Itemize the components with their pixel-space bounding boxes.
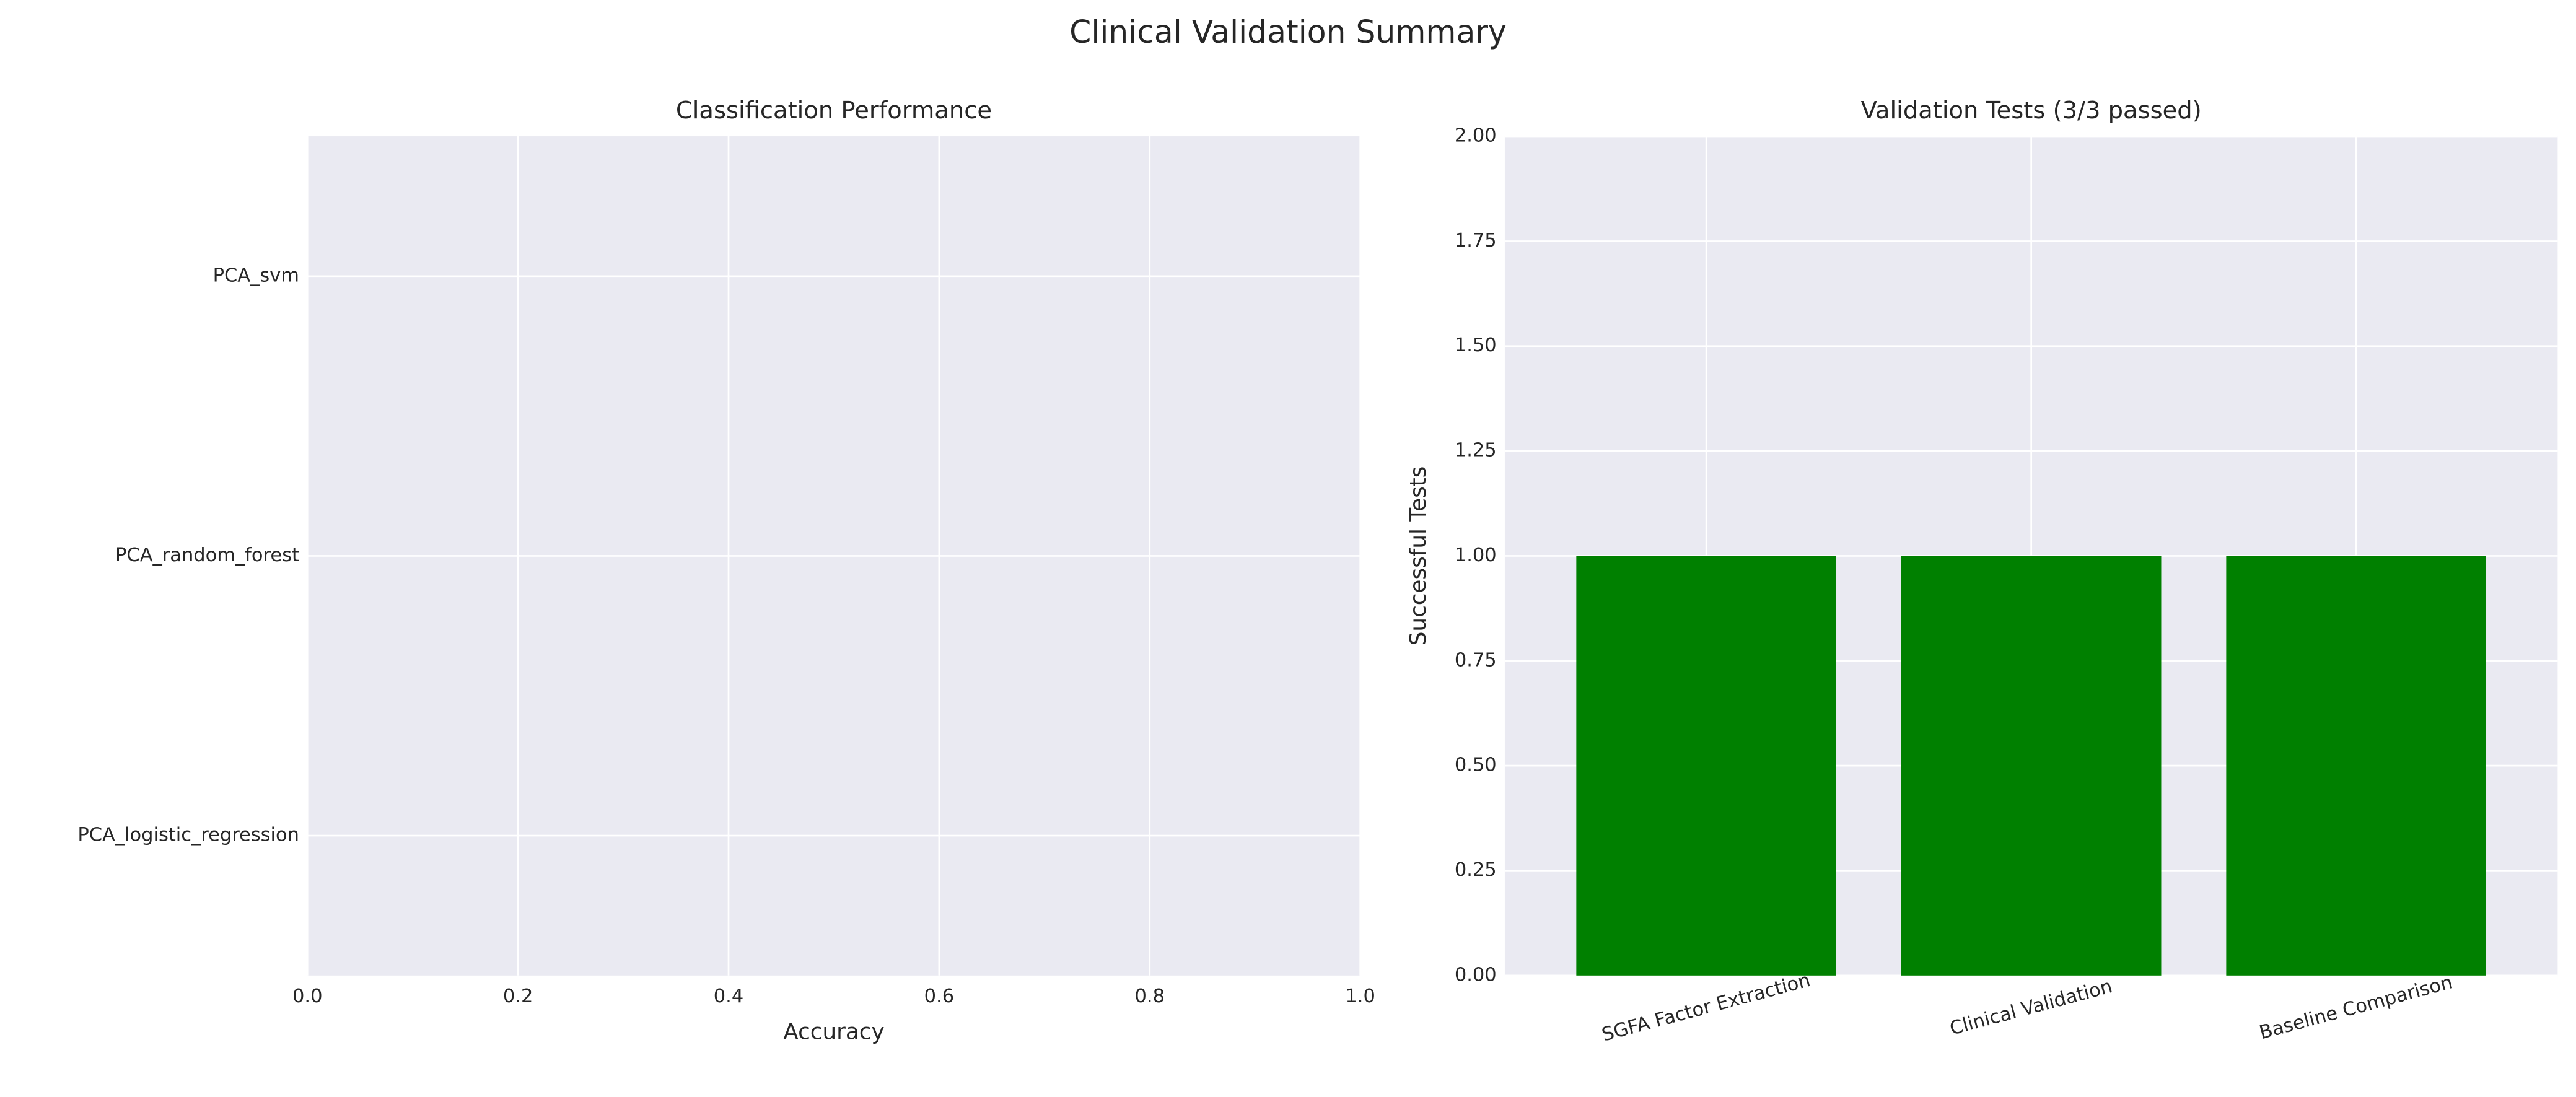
x-tick-label: 0.6 [924, 986, 954, 1007]
x-tick-label: 0.0 [292, 986, 322, 1007]
y-tick-label: PCA_logistic_regression [77, 824, 299, 846]
y-tick-label: 0.00 [1455, 964, 1497, 986]
x-tick-label: Baseline Comparison [2257, 971, 2455, 1044]
y-tick-label: 1.50 [1455, 334, 1497, 356]
y-tick-label: 1.75 [1455, 230, 1497, 251]
chart-title: Validation Tests (3/3 passed) [1861, 97, 2202, 125]
x-tick-label: 1.0 [1345, 986, 1375, 1007]
y-tick-label: PCA_svm [213, 264, 299, 286]
figure-title: Clinical Validation Summary [1069, 14, 1507, 50]
y-axis-label: Successful Tests [1406, 466, 1431, 646]
y-tick-label: PCA_random_forest [115, 544, 299, 566]
x-tick-label: 0.4 [714, 986, 743, 1007]
y-tick-label: 1.00 [1455, 544, 1497, 566]
x-tick-label: Clinical Validation [1947, 976, 2114, 1040]
x-axis-label: Accuracy [783, 1020, 884, 1045]
bar [2226, 556, 2486, 976]
y-tick-label: 1.25 [1455, 440, 1497, 461]
x-tick-label: 0.2 [503, 986, 533, 1007]
y-tick-label: 0.75 [1455, 649, 1497, 671]
x-tick-label: 0.8 [1135, 986, 1165, 1007]
bar [1901, 556, 2162, 976]
y-tick-label: 0.25 [1455, 859, 1497, 881]
bar [1576, 556, 1836, 976]
x-tick-label: SGFA Factor Extraction [1600, 969, 1813, 1046]
y-tick-label: 0.50 [1455, 754, 1497, 776]
chart-title: Classification Performance [676, 97, 992, 125]
y-tick-label: 2.00 [1455, 125, 1497, 147]
